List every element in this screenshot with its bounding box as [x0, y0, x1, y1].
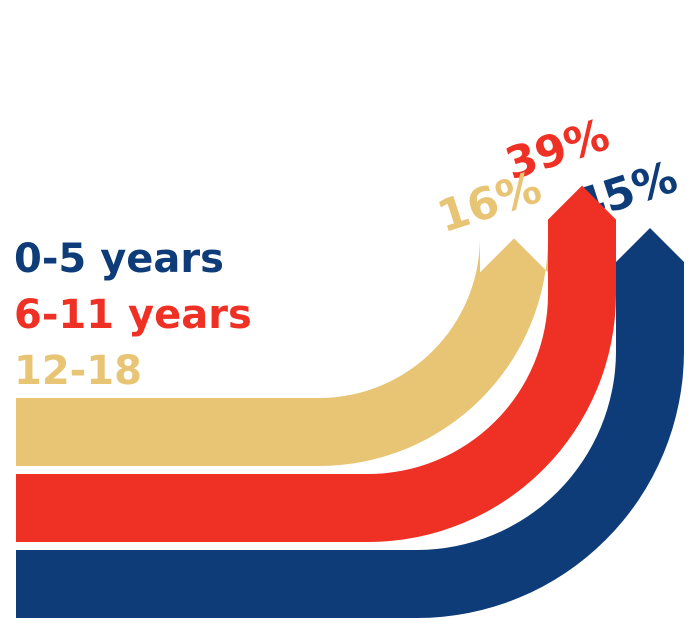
- legend-item-3: 12-18: [14, 348, 142, 394]
- value-label-3: 16%: [432, 162, 548, 243]
- legend-item-2: 6-11 years: [14, 292, 252, 338]
- arrow-band-1: [16, 228, 684, 618]
- arrow-band-2: [16, 185, 616, 542]
- legend-item-1: 0-5 years: [14, 236, 224, 282]
- arrow-band-3: [16, 237, 548, 466]
